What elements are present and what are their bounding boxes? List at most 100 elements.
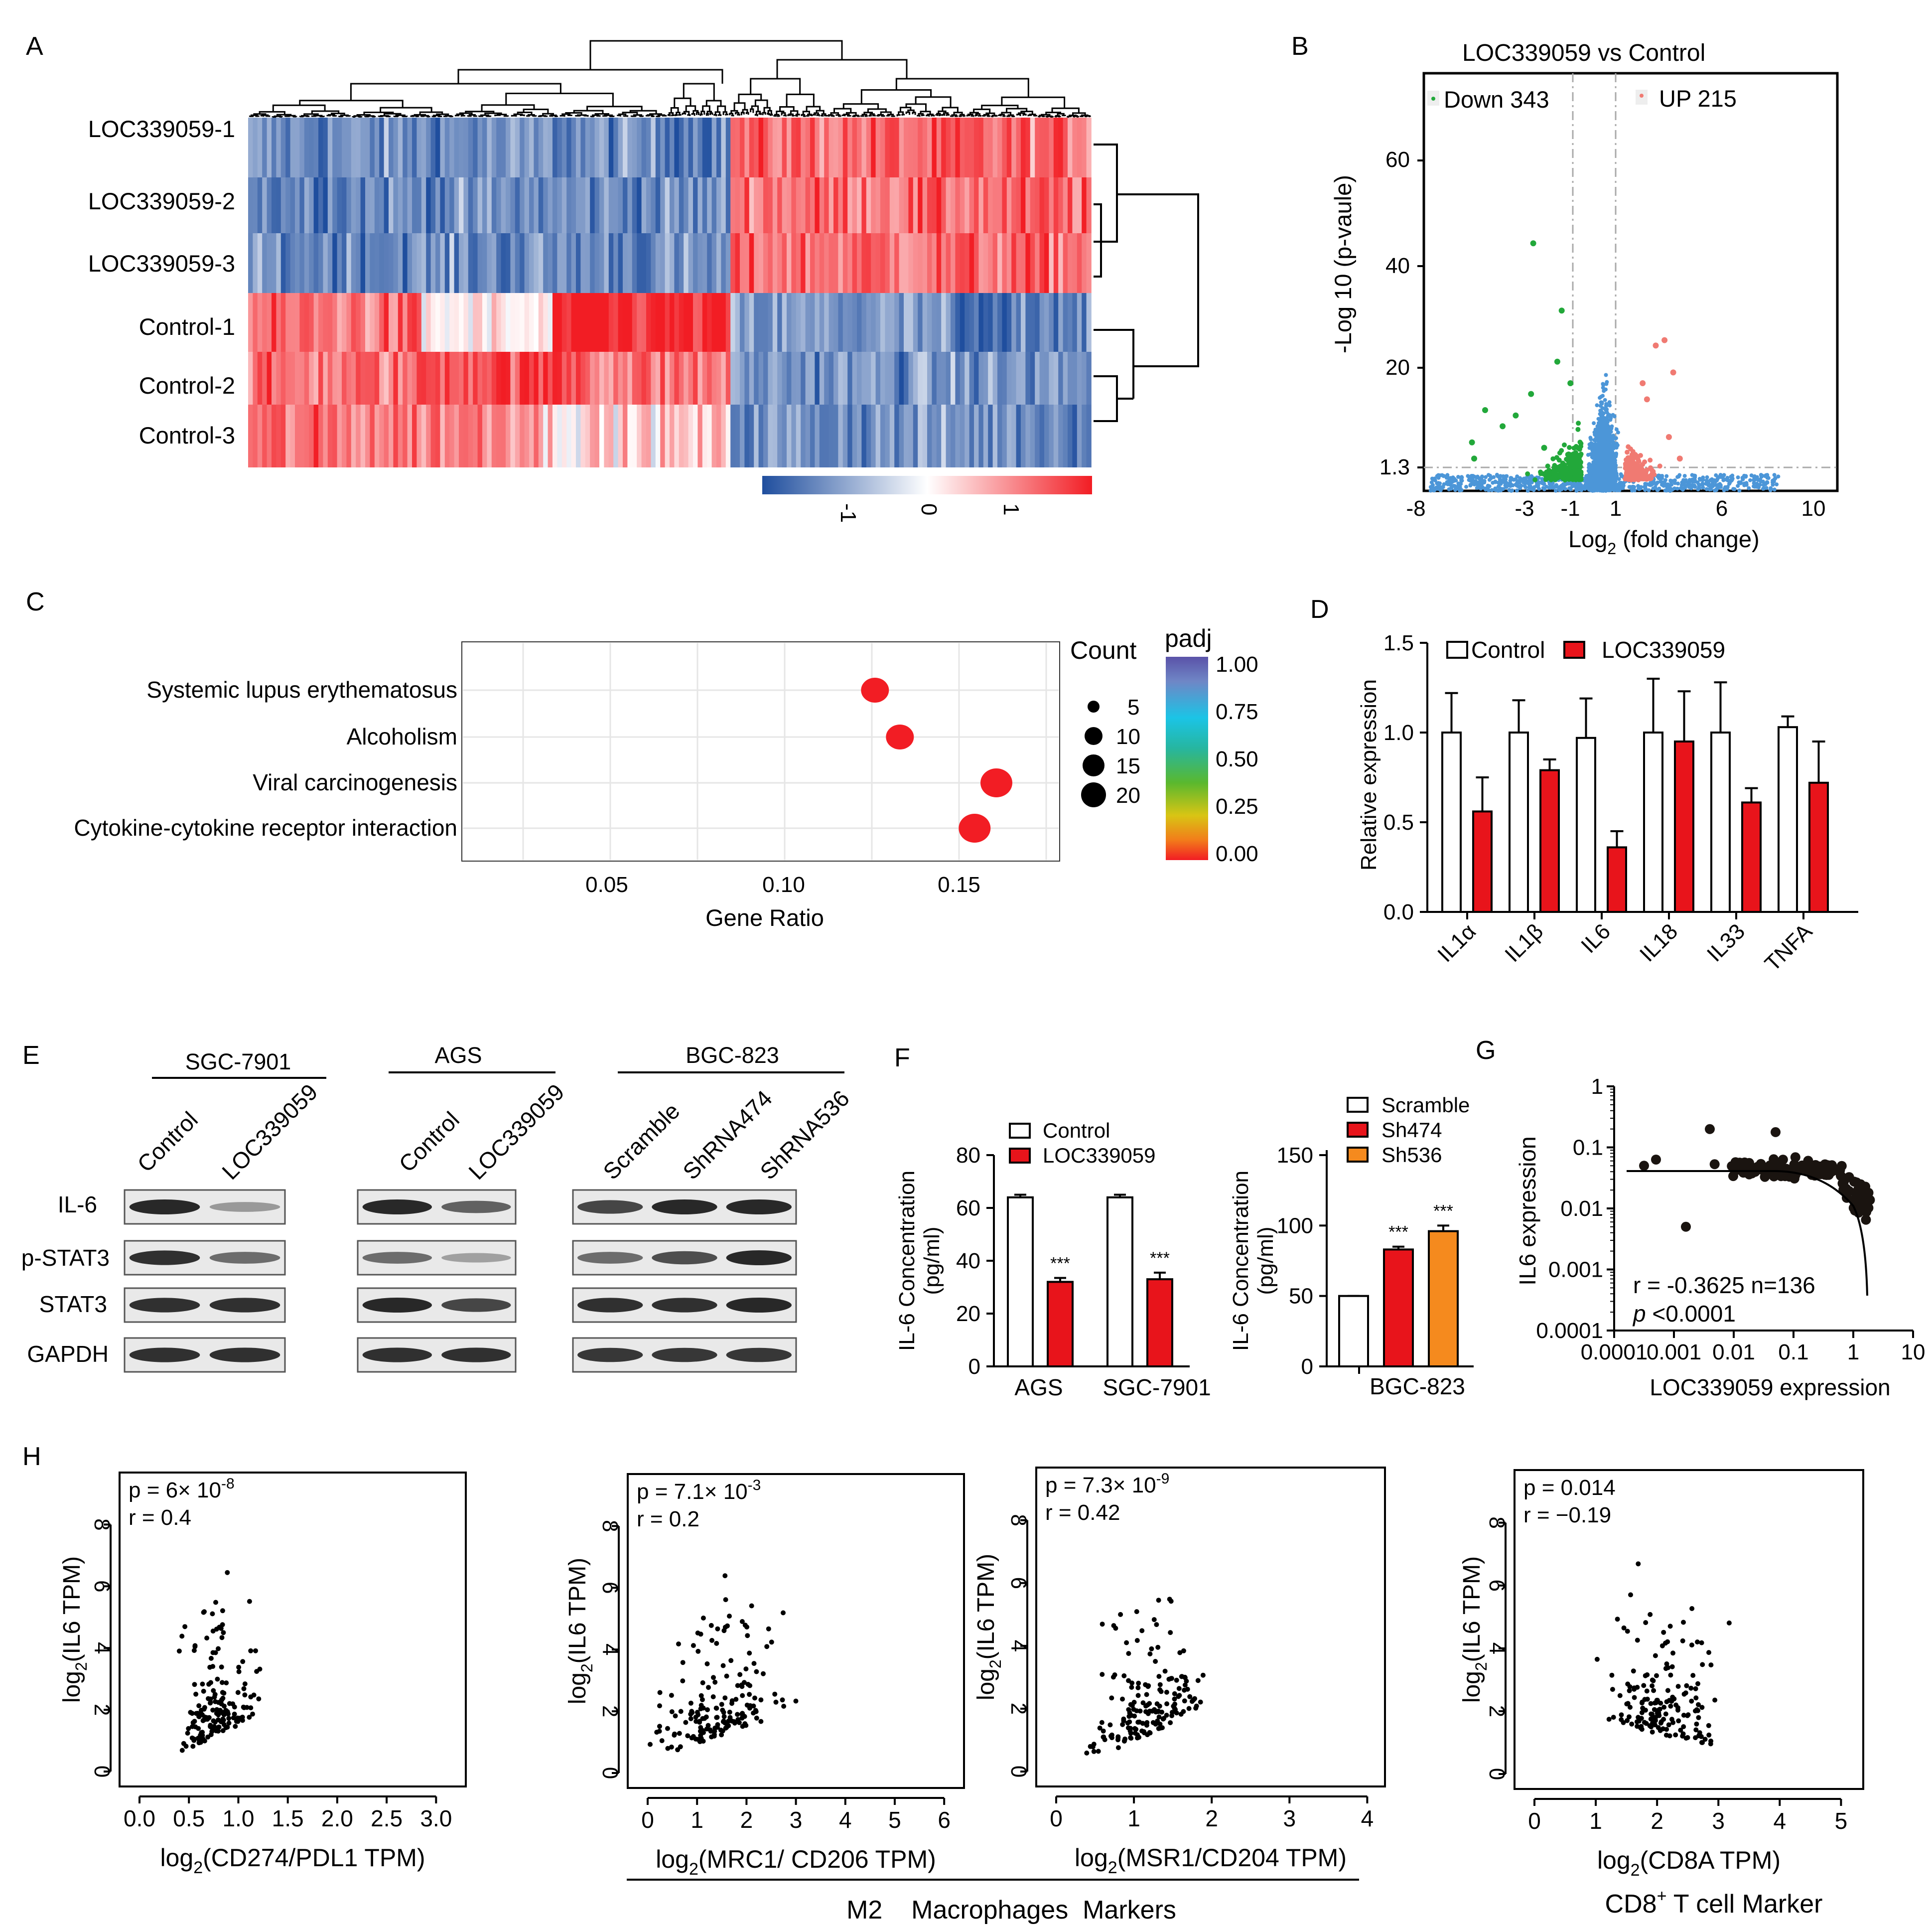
dendrogram-branch [714, 111, 721, 115]
heatmap-cell [421, 352, 426, 405]
h-point [1136, 1680, 1141, 1686]
dendrogram-branch [821, 113, 827, 116]
heatmap-cell [651, 293, 656, 352]
heatmap-cell [730, 177, 736, 233]
heatmap-cell [871, 405, 876, 467]
h-point [1135, 1720, 1141, 1725]
heatmap-cell [660, 177, 666, 233]
blot-band [362, 1252, 432, 1264]
dendrogram-branch [787, 114, 791, 117]
heatmap-cell [613, 177, 619, 233]
h-point [232, 1711, 237, 1717]
heatmap-cell [285, 233, 291, 293]
heatmap-cell [1077, 177, 1082, 233]
heatmap-cell [904, 233, 909, 293]
heatmap-cell [599, 233, 605, 293]
heatmap-cell [988, 177, 993, 233]
heatmap-cell [941, 405, 947, 467]
heatmap-cell [1021, 352, 1026, 405]
heatmap-cell [974, 118, 979, 177]
heatmap-cell [871, 118, 876, 177]
heatmap-cell [267, 405, 272, 467]
dendrogram-branch [767, 110, 772, 115]
h-point [1182, 1698, 1187, 1704]
dendrogram-branch [454, 115, 460, 117]
heatmap-cell [918, 352, 923, 405]
volcano-point-up [1652, 472, 1657, 477]
heatmap-row-label: LOC339059-3 [88, 250, 235, 277]
h-point [204, 1635, 210, 1641]
volcano-point-ns [1592, 421, 1596, 426]
heatmap-cell [674, 118, 680, 177]
blot-band [362, 1298, 432, 1313]
heatmap-cell [576, 233, 581, 293]
heatmap-cell [356, 118, 361, 177]
heatmap-cell [951, 177, 956, 233]
volcano-point-ns [1604, 373, 1608, 377]
heatmap-cell [501, 352, 506, 405]
heatmap-cell [787, 352, 792, 405]
volcano-point-ns [1771, 482, 1775, 487]
volcano-point-ns [1602, 446, 1607, 450]
heatmap-cell [285, 177, 291, 233]
heatmap-cell [285, 118, 291, 177]
h-point [680, 1660, 686, 1665]
dendrogram-branch [860, 89, 932, 104]
h-point [211, 1688, 216, 1693]
heatmap-cell [880, 293, 886, 352]
heatmap-cell [356, 405, 361, 467]
heatmap-cell [604, 352, 609, 405]
heatmap-cell [711, 293, 717, 352]
heatmap-cell [566, 233, 572, 293]
heatmap-cell [501, 233, 506, 293]
d-ylabel: Relative expression [1357, 679, 1381, 871]
heatmap-cell [1039, 233, 1045, 293]
heatmap-cell [477, 352, 483, 405]
dendrogram-branch [1020, 111, 1033, 115]
kegg-term: Cytokine-cytokine receptor interaction [74, 815, 457, 841]
dendrogram-branch [272, 116, 277, 118]
heatmap-cell [548, 233, 553, 293]
volcano-point-ns [1603, 427, 1607, 431]
volcano-point-ns [1594, 473, 1599, 477]
heatmap-cell [632, 118, 637, 177]
h-point [747, 1692, 752, 1697]
dendrogram-branch [526, 115, 531, 117]
heatmap-cell [548, 405, 553, 467]
heatmap-cell [997, 233, 1003, 293]
heatmap-cell [267, 177, 272, 233]
heatmap-cell [323, 177, 328, 233]
g-xlabel: LOC339059 expression [1650, 1374, 1890, 1400]
h-point [202, 1609, 207, 1615]
h-point [1100, 1672, 1105, 1677]
heatmap-cell [580, 233, 586, 293]
fr-ylabel: IL-6 Concentration [1229, 1171, 1253, 1351]
dendrogram-branch [810, 114, 813, 117]
heatmap-cell [1082, 118, 1087, 177]
h-point [781, 1704, 787, 1709]
heatmap-cell [749, 352, 754, 405]
heatmap-cell [515, 405, 520, 467]
heatmap-cell [1063, 352, 1068, 405]
heatmap-cell [847, 405, 853, 467]
h-point [665, 1726, 670, 1731]
volcano-point-ns [1440, 485, 1445, 489]
heatmap-cell [323, 293, 328, 352]
dendrogram-branch [970, 115, 974, 117]
volcano-point-down [1557, 450, 1562, 455]
panel-c-dotplot: Systemic lupus erythematosus Alcoholism … [74, 624, 1258, 931]
heatmap-cell [852, 233, 857, 293]
heatmap-cell [1016, 352, 1021, 405]
heatmap-cell [904, 118, 909, 177]
h-point [742, 1623, 748, 1628]
heatmap-cell [702, 177, 707, 233]
heatmap-cell [524, 293, 530, 352]
dendrogram-branch [931, 115, 935, 117]
heatmap-cell [721, 177, 726, 233]
h-point [221, 1717, 226, 1723]
h-point [1135, 1693, 1141, 1698]
heatmap-cell [435, 233, 441, 293]
h-point [711, 1675, 716, 1680]
heatmap-cell [346, 177, 352, 233]
h-ytick-label: 6 [1006, 1577, 1031, 1589]
